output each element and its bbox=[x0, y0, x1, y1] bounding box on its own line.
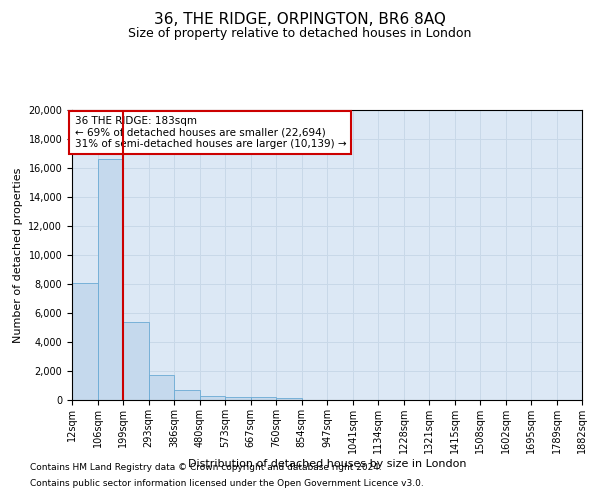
Bar bbox=[72, 284, 97, 400]
Bar bbox=[123, 322, 149, 400]
Bar bbox=[97, 158, 123, 400]
Bar bbox=[174, 390, 199, 400]
Bar bbox=[225, 397, 251, 400]
Text: 36 THE RIDGE: 183sqm
← 69% of detached houses are smaller (22,694)
31% of semi-d: 36 THE RIDGE: 183sqm ← 69% of detached h… bbox=[74, 116, 346, 149]
Text: 36, THE RIDGE, ORPINGTON, BR6 8AQ: 36, THE RIDGE, ORPINGTON, BR6 8AQ bbox=[154, 12, 446, 28]
X-axis label: Distribution of detached houses by size in London: Distribution of detached houses by size … bbox=[188, 458, 466, 468]
Bar bbox=[276, 398, 302, 400]
Bar bbox=[199, 396, 225, 400]
Bar bbox=[149, 374, 174, 400]
Y-axis label: Number of detached properties: Number of detached properties bbox=[13, 168, 23, 342]
Text: Size of property relative to detached houses in London: Size of property relative to detached ho… bbox=[128, 28, 472, 40]
Text: Contains public sector information licensed under the Open Government Licence v3: Contains public sector information licen… bbox=[30, 478, 424, 488]
Text: Contains HM Land Registry data © Crown copyright and database right 2024.: Contains HM Land Registry data © Crown c… bbox=[30, 464, 382, 472]
Bar bbox=[251, 398, 276, 400]
